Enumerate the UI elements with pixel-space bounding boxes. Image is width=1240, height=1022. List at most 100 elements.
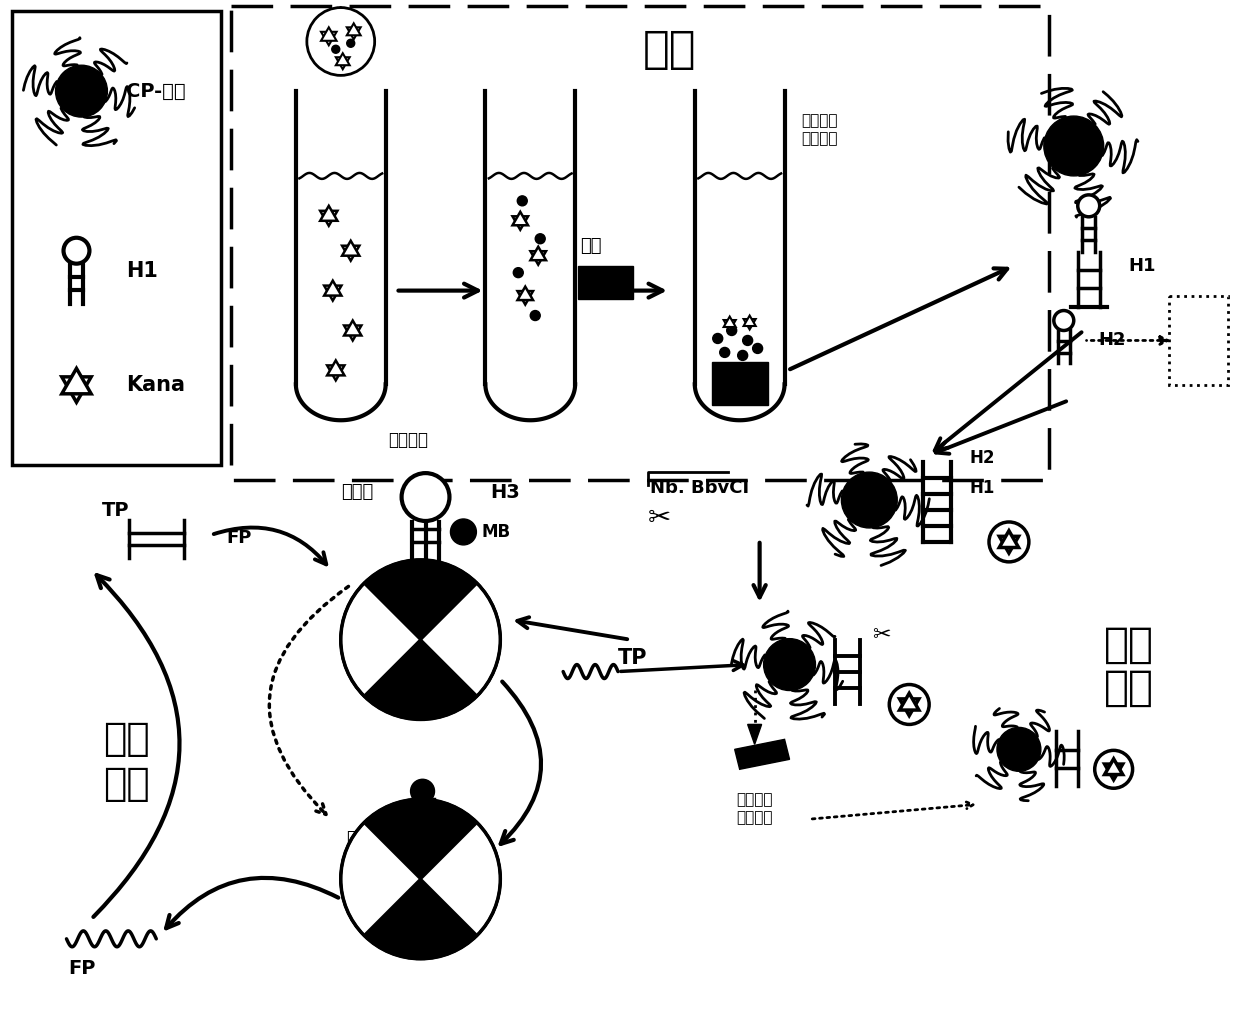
Circle shape	[332, 45, 340, 53]
Polygon shape	[724, 320, 735, 330]
Text: H1: H1	[1128, 257, 1156, 275]
Polygon shape	[320, 211, 337, 226]
Polygon shape	[899, 693, 919, 710]
Text: 信号: 信号	[1104, 623, 1153, 665]
Circle shape	[410, 779, 434, 803]
Circle shape	[341, 560, 500, 719]
Polygon shape	[734, 739, 790, 770]
Polygon shape	[322, 7, 360, 17]
Text: 磁性分离: 磁性分离	[737, 792, 773, 806]
Circle shape	[531, 311, 541, 321]
Text: 放大: 放大	[1104, 666, 1153, 708]
Polygon shape	[324, 285, 341, 300]
Circle shape	[347, 39, 355, 47]
Circle shape	[513, 268, 523, 278]
Polygon shape	[531, 246, 546, 261]
Polygon shape	[321, 28, 336, 41]
Polygon shape	[342, 245, 360, 261]
Polygon shape	[744, 319, 755, 329]
Text: TP: TP	[102, 501, 129, 519]
Circle shape	[1078, 195, 1100, 217]
Text: H1: H1	[968, 479, 994, 497]
Polygon shape	[999, 537, 1018, 553]
Text: H1: H1	[126, 261, 159, 281]
Polygon shape	[517, 286, 533, 300]
Text: 磁铁: 磁铁	[580, 237, 601, 254]
Circle shape	[889, 685, 929, 725]
Circle shape	[738, 351, 748, 361]
Circle shape	[536, 234, 546, 243]
Polygon shape	[724, 317, 735, 327]
Text: 无信号: 无信号	[346, 830, 378, 848]
Polygon shape	[327, 361, 345, 375]
Circle shape	[842, 472, 898, 528]
Circle shape	[997, 728, 1040, 772]
Text: FP: FP	[226, 529, 252, 547]
Wedge shape	[420, 584, 500, 696]
Circle shape	[753, 343, 763, 354]
Wedge shape	[341, 823, 420, 935]
Circle shape	[306, 7, 374, 76]
Polygon shape	[321, 32, 336, 45]
Circle shape	[719, 347, 729, 358]
Circle shape	[450, 519, 476, 545]
Polygon shape	[999, 530, 1018, 548]
Wedge shape	[341, 584, 420, 696]
Text: 去上清液: 去上清液	[801, 132, 838, 146]
Circle shape	[727, 325, 737, 335]
Text: H2: H2	[1099, 331, 1126, 350]
Polygon shape	[517, 291, 533, 305]
Text: FP: FP	[68, 960, 95, 978]
Text: 有信号: 有信号	[341, 483, 373, 501]
Text: TP: TP	[618, 648, 647, 667]
Text: CP-磁珠: CP-磁珠	[126, 82, 186, 100]
Circle shape	[713, 333, 723, 343]
Polygon shape	[748, 725, 761, 744]
Text: H2: H2	[968, 449, 994, 467]
Polygon shape	[512, 217, 528, 230]
Circle shape	[341, 799, 500, 959]
Text: 磁性分离: 磁性分离	[801, 113, 838, 129]
Polygon shape	[343, 325, 361, 340]
Circle shape	[1044, 117, 1104, 176]
Polygon shape	[327, 366, 345, 380]
Text: Kana: Kana	[126, 375, 185, 396]
Polygon shape	[336, 57, 350, 69]
Polygon shape	[347, 24, 361, 36]
Polygon shape	[324, 281, 341, 295]
Text: Nb. BbvCI: Nb. BbvCI	[650, 479, 749, 497]
Text: 留上清液: 留上清液	[737, 809, 773, 825]
Text: 再生: 再生	[103, 765, 150, 803]
Text: 电极: 电极	[103, 721, 150, 758]
Polygon shape	[1105, 758, 1122, 775]
Polygon shape	[578, 266, 632, 298]
Circle shape	[56, 65, 108, 118]
Text: MB: MB	[481, 523, 511, 541]
Polygon shape	[62, 368, 92, 393]
Polygon shape	[336, 53, 350, 65]
Circle shape	[402, 473, 449, 521]
Text: ✂: ✂	[649, 504, 671, 532]
Polygon shape	[899, 699, 919, 715]
Circle shape	[764, 639, 816, 691]
Text: ✂: ✂	[872, 624, 890, 645]
Polygon shape	[531, 251, 546, 265]
Circle shape	[1054, 311, 1074, 330]
Circle shape	[990, 522, 1029, 562]
Circle shape	[63, 238, 89, 264]
Polygon shape	[1105, 764, 1122, 780]
Polygon shape	[62, 377, 92, 403]
Polygon shape	[343, 321, 361, 335]
Polygon shape	[712, 363, 768, 406]
Polygon shape	[744, 316, 755, 326]
Circle shape	[743, 335, 753, 345]
Text: H3: H3	[490, 482, 520, 502]
Polygon shape	[347, 28, 361, 39]
Circle shape	[1095, 750, 1132, 788]
Polygon shape	[512, 212, 528, 225]
Wedge shape	[420, 823, 500, 935]
Circle shape	[517, 196, 527, 205]
Polygon shape	[342, 241, 360, 256]
Text: 提取: 提取	[644, 28, 697, 71]
Text: 混合水样: 混合水样	[388, 431, 429, 450]
